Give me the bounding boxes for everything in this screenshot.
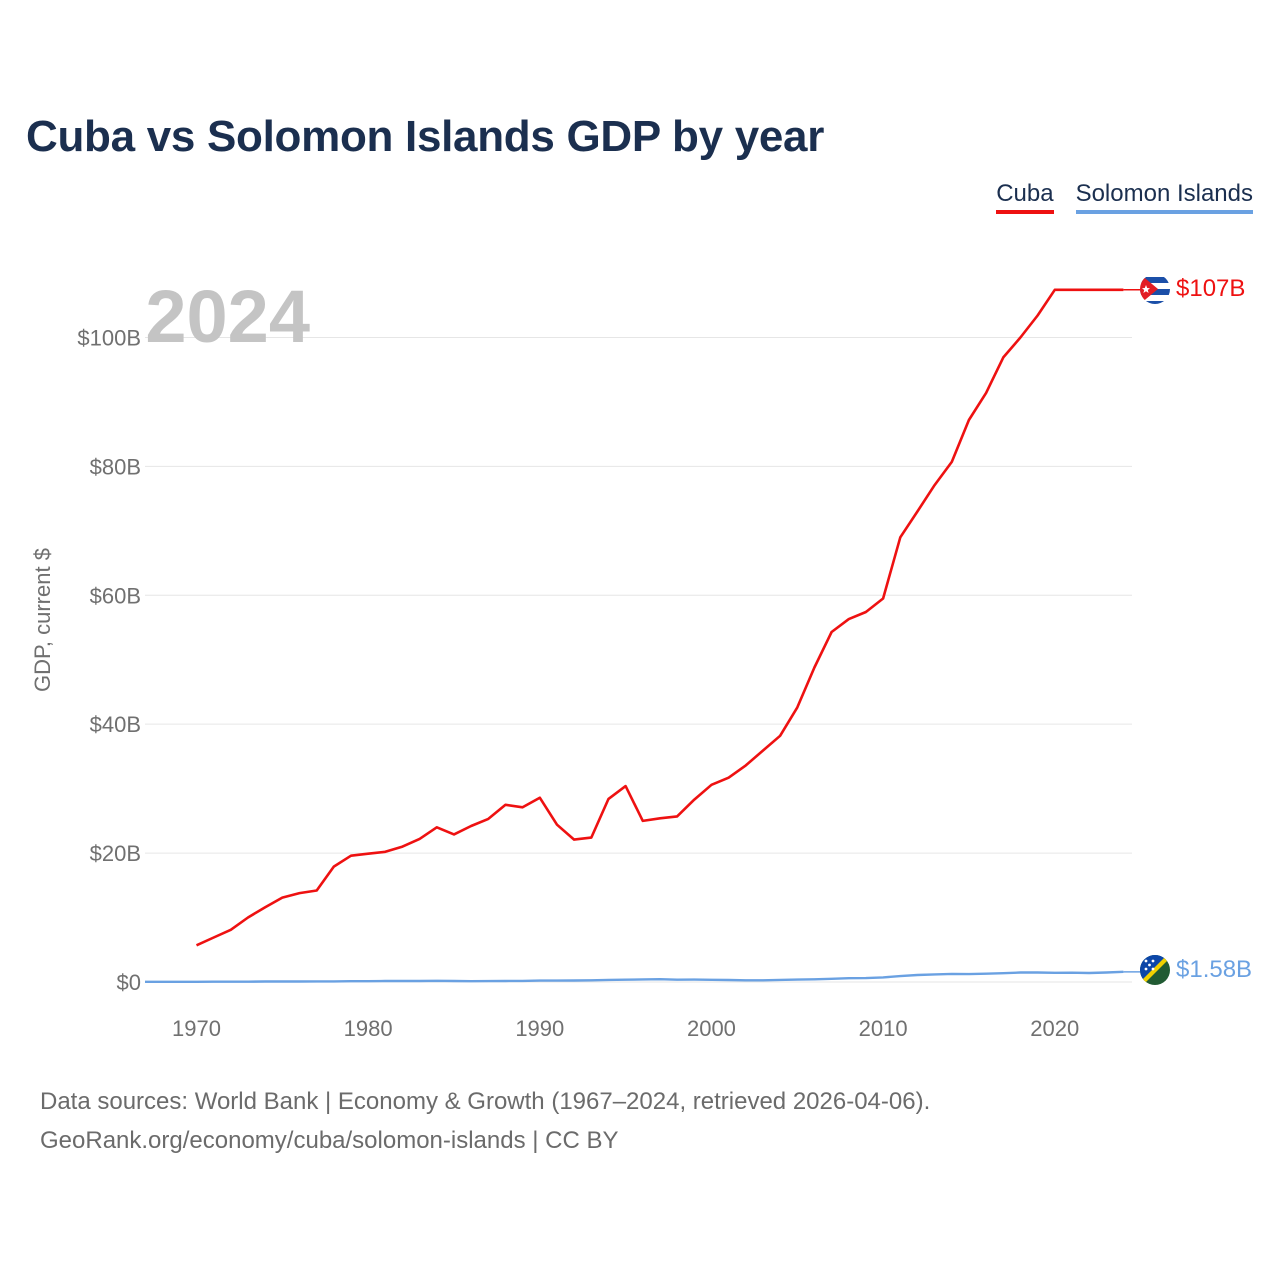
cuba-end-label: $107B — [1176, 275, 1245, 302]
y-tick-label: $60B — [90, 583, 141, 608]
grid-lines — [145, 336, 1132, 983]
legend-item-cuba[interactable]: Cuba — [996, 180, 1054, 214]
x-tick-label: 2020 — [1030, 1016, 1079, 1041]
y-axis-ticks: $0 $20B $40B $60B $80B $100B — [77, 325, 141, 995]
solomon-islands-line[interactable] — [145, 970, 1124, 983]
x-tick-label: 1970 — [172, 1016, 221, 1041]
y-tick-label: $100B — [77, 325, 141, 350]
legend: Cuba Solomon Islands — [996, 180, 1253, 214]
x-tick-label: 1990 — [515, 1016, 564, 1041]
x-tick-label: 2010 — [859, 1016, 908, 1041]
x-axis-ticks: 1970 1980 1990 2000 2010 2020 — [172, 1016, 1079, 1041]
source-line-2[interactable]: GeoRank.org/economy/cuba/solomon-islands… — [40, 1127, 619, 1154]
y-tick-label: $0 — [117, 970, 141, 995]
x-tick-label: 1980 — [344, 1016, 393, 1041]
y-tick-label: $40B — [90, 712, 141, 737]
y-tick-label: $80B — [90, 454, 141, 479]
solomon-islands-flag-icon — [1140, 955, 1170, 985]
y-tick-label: $20B — [90, 841, 141, 866]
series-lines — [145, 288, 1140, 983]
cuba-line[interactable] — [195, 288, 1124, 947]
year-label: 2024 — [145, 275, 310, 358]
chart-title: Cuba vs Solomon Islands GDP by year — [26, 112, 825, 161]
solomon-islands-end-label: $1.58B — [1176, 956, 1252, 983]
cuba-flag-icon — [1140, 274, 1170, 304]
source-line-1: Data sources: World Bank | Economy & Gro… — [40, 1088, 931, 1115]
legend-item-solomon-islands[interactable]: Solomon Islands — [1075, 180, 1253, 214]
x-tick-label: 2000 — [687, 1016, 736, 1041]
source-note: Data sources: World Bank | Economy & Gro… — [40, 1082, 930, 1160]
y-axis-label: GDP, current $ — [30, 548, 55, 692]
